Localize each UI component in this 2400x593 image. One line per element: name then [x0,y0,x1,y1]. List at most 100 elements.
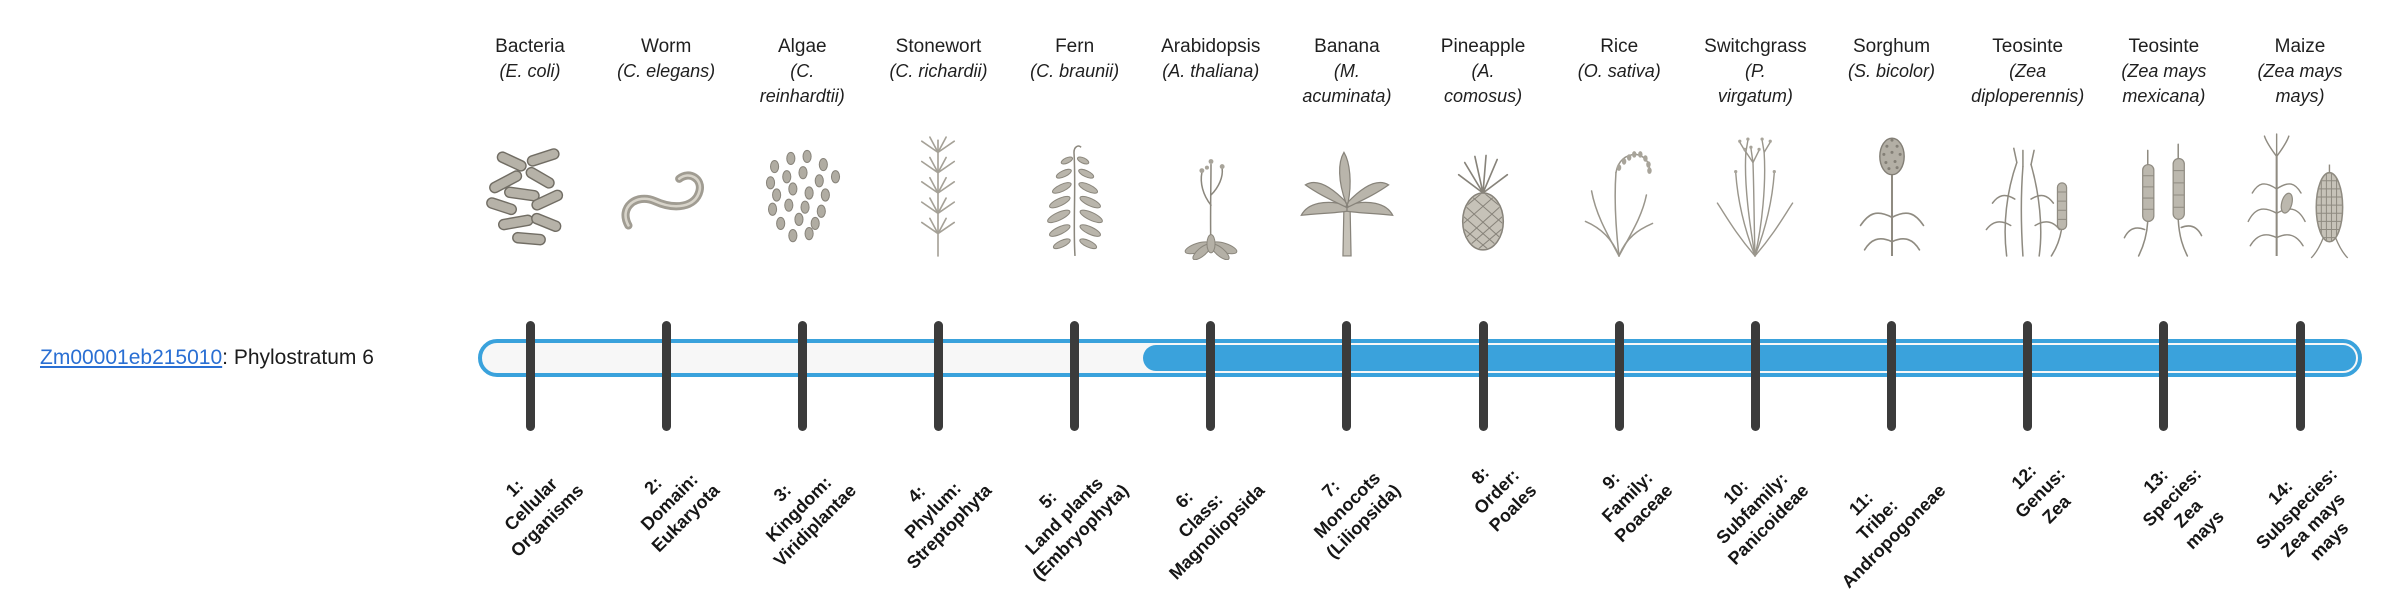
stratum-tick [1614,321,1624,431]
gene-label: Zm00001eb215010: Phylostratum 6 [40,346,374,370]
stratum-tick [933,321,943,431]
stratum-column: Pineapple (A. comosus) 8: Order: Poales [1408,0,1558,580]
stratum-column: Maize (Zea mays mays) 14: Subspecies: Ze… [2225,0,2375,580]
organism-name: Sorghum [1852,36,1931,57]
teosinte-mexicana-icon [2108,128,2220,260]
stratum-label: 13: Species: Zea mays [2138,463,2228,554]
organism-illustration [2089,122,2239,260]
organism-illustration [863,122,1013,260]
algae-icon [746,128,858,260]
stratum-tick [525,321,535,431]
organism-name: Teosinte [2128,36,2200,57]
organism-species: (P. virgatum) [1717,61,1793,106]
stratum-label: 14: Subspecies: Zea mays mays [2251,463,2353,565]
stratum-label: 11: Tribe: Andropogoneae [1837,480,1949,592]
stratum-column: Arabidopsis (A. thaliana) 6: Class: Magn… [1136,0,1286,583]
organism-header: Algae (C. reinhardtii) [705,34,899,109]
organism-illustration [1272,122,1422,260]
stratum-tick [2023,321,2033,431]
organism-illustration [455,122,605,260]
stratum-column: Bacteria (E. coli) 1: Cellular Organisms [455,0,605,580]
organism-header: Stonewort (C. richardii) [841,34,1035,84]
organism-name: Pineapple [1440,36,1526,57]
stratum-label: 9: Family: Poaceae [1598,467,1677,547]
gene-phylostratum-text: : Phylostratum 6 [222,346,374,369]
organism-header: Worm (C. elegans) [569,34,763,84]
organism-name: Arabidopsis [1161,36,1261,57]
organism-header: Arabidopsis (A. thaliana) [1114,34,1308,84]
organism-species: (Zea mays mays) [2257,61,2343,106]
stratum-label: 10: Subfamily: Panicoideae [1712,468,1813,569]
stratum-column: Switchgrass (P. virgatum) 10: Subfamily:… [1680,0,1830,580]
stratum-tick [1070,321,1080,431]
organism-illustration [1680,122,1830,260]
organism-illustration [1817,122,1967,260]
stratum-tick [1206,321,1216,431]
stratum-label: 5: Land plants (Embryophyta) [1020,473,1132,585]
stratum-column: Stonewort (C. richardii) 4: Phylum: Stre… [863,0,1013,580]
organism-header: Banana (M. acuminata) [1250,34,1444,109]
stratum-tick [1887,321,1897,431]
organism-header: Fern (C. braunii) [978,34,1172,84]
organism-species: (E. coli) [499,61,561,81]
maize-icon [2244,128,2356,260]
stratum-column: Sorghum (S. bicolor) 11: Tribe: Andropog… [1817,0,1967,592]
arabidopsis-icon [1155,128,1267,260]
organism-name: Algae [777,36,827,57]
pineapple-icon [1427,128,1539,260]
organism-name: Rice [1600,36,1639,57]
organism-species: (A. thaliana) [1162,61,1260,81]
organism-illustration [2225,122,2375,260]
stratum-label: 6: Class: Magnoliopsida [1164,480,1269,584]
organism-illustration [1136,122,1286,260]
organism-name: Worm [640,36,692,57]
stratum-tick [2295,321,2305,431]
stratum-column: Teosinte (Zea mays mexicana) 13: Species… [2089,0,2239,580]
organism-name: Fern [1055,36,1095,57]
organism-species: (S. bicolor) [1848,61,1936,81]
stratum-column: Banana (M. acuminata) 7: Monocots (Lilio… [1272,0,1422,580]
organism-header: Teosinte (Zea diploperennis) [1931,34,2125,109]
organism-name: Switchgrass [1704,36,1807,57]
stratum-tick [661,321,671,431]
stratum-tick [1478,321,1488,431]
stratum-tick [797,321,807,431]
organism-illustration [727,122,877,260]
organism-illustration [591,122,741,260]
organism-illustration [1953,122,2103,260]
stonewort-icon [882,128,994,260]
banana-icon [1291,128,1403,260]
organism-header: Pineapple (A. comosus) [1386,34,1580,109]
stratum-tick [1750,321,1760,431]
stratum-tick [2159,321,2169,431]
stratum-label: 12: Genus: Zea [2007,460,2075,528]
stratum-label: 8: Order: Poales [1467,462,1541,536]
organism-species: (C. braunii) [1030,61,1120,81]
organism-species: (O. sativa) [1577,61,1661,81]
gene-id-link[interactable]: Zm00001eb215010 [40,346,223,369]
organism-name: Banana [1314,36,1380,57]
organism-species: (A. comosus) [1444,61,1523,106]
worm-icon [610,128,722,260]
stratum-column: Teosinte (Zea diploperennis) 12: Genus: … [1953,0,2103,580]
stratum-label: 3: Kingdom: Viridiplantae [761,472,860,571]
organism-illustration [1000,122,1150,260]
organism-name: Stonewort [895,36,982,57]
organism-species: (M. acuminata) [1302,61,1392,106]
organism-species: (Zea diploperennis) [1971,61,2085,106]
organism-species: (C. elegans) [617,61,716,81]
organism-species: (C. reinhardtii) [759,61,845,106]
stratum-column: Worm (C. elegans) 2: Domain: Eukaryota [591,0,741,580]
stratum-column: Fern (C. braunii) 5: Land plants (Embryo… [1000,0,1150,584]
stratum-label: 2: Domain: Eukaryota [636,469,724,556]
switchgrass-icon [1699,128,1811,260]
stratum-label: 1: Cellular Organisms [500,473,588,561]
sorghum-icon [1836,128,1948,260]
organism-header: Bacteria (E. coli) [433,34,627,84]
organism-species: (C. richardii) [889,61,988,81]
rice-icon [1563,128,1675,260]
organism-name: Maize [2274,36,2326,57]
stratum-label: 4: Phylum: Streptophyta [901,478,996,573]
organism-species: (Zea mays mexicana) [2121,61,2207,106]
stratum-column: Algae (C. reinhardtii) 3: Kingdom: Virid… [727,0,877,580]
